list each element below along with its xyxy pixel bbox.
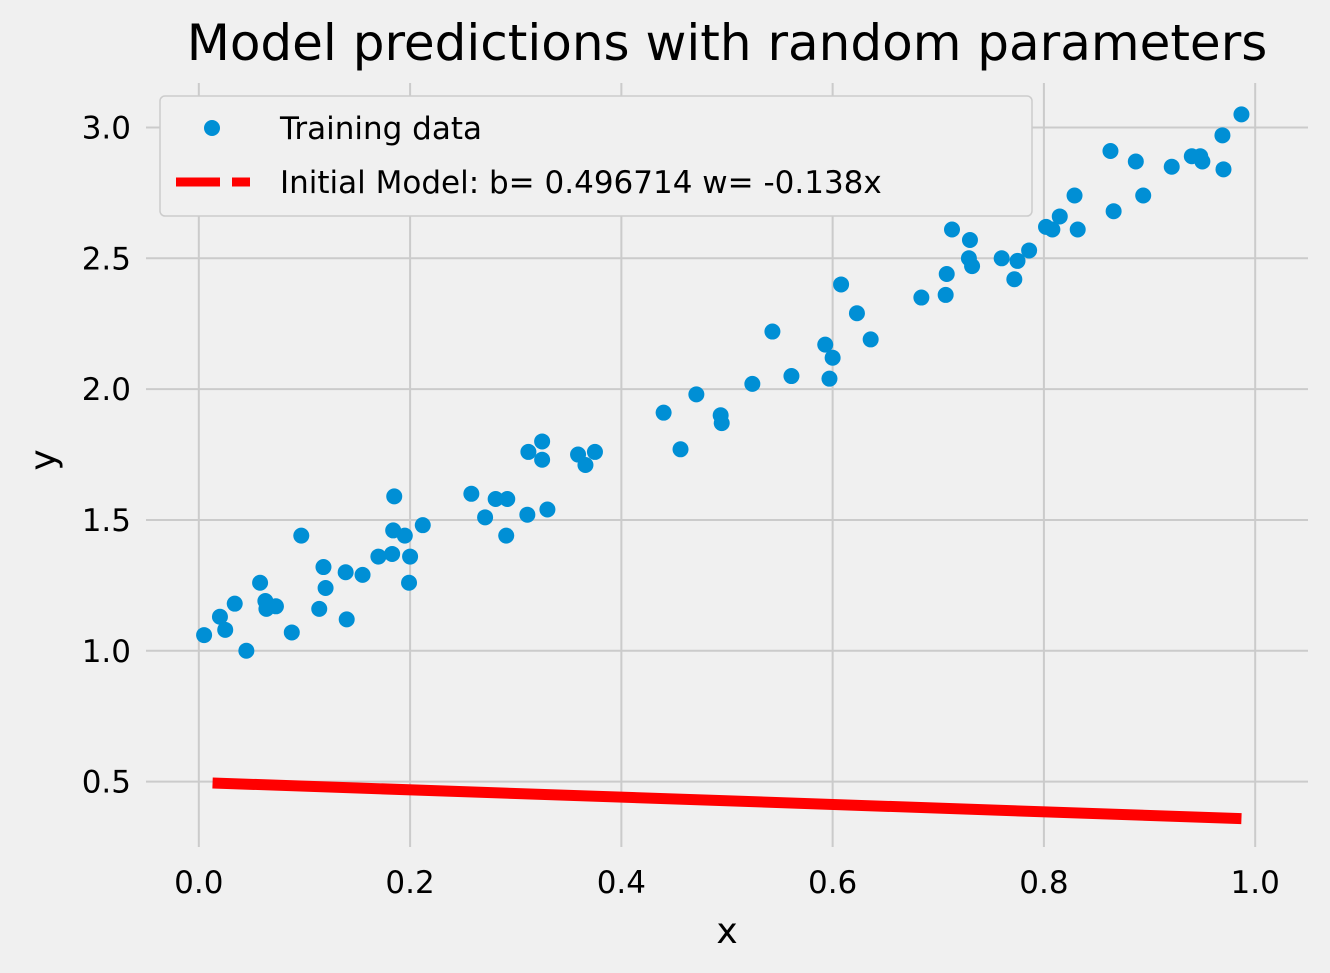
legend-marker-training-data [204,120,220,136]
y-axis-label: y [23,449,64,470]
data-point [688,386,705,403]
legend-label-training-data: Training data [279,111,482,147]
data-point [1163,158,1180,175]
x-tick-label: 0.2 [385,865,434,901]
data-point [672,441,689,458]
data-point [519,506,536,523]
legend-box [159,95,1033,217]
y-tick-labels: 0.5 1.0 1.5 2.0 2.5 3.0 [82,110,131,800]
data-point [315,559,332,576]
y-tick-label: 1.5 [82,503,131,539]
data-point [586,443,603,460]
data-point [293,527,310,544]
chart-title: Model predictions with random parameters [187,14,1268,72]
x-tick-label: 0.4 [597,865,646,901]
x-tick-labels: 0.0 0.2 0.4 0.6 0.8 1.0 [174,865,1280,901]
data-point [937,286,954,303]
data-point [821,370,838,387]
data-point [402,548,419,565]
data-point [938,266,955,282]
scatter-points [196,106,1250,659]
data-point [1135,187,1152,204]
data-point [1069,221,1086,238]
data-point [311,600,328,617]
y-tick-label: 1.0 [82,634,131,670]
data-point [498,527,515,544]
x-axis-label: x [716,911,737,952]
data-point [414,517,431,534]
data-point [1044,221,1061,238]
data-point [1194,153,1211,170]
data-point [354,566,371,583]
data-point [1105,203,1122,220]
data-point [1127,153,1144,170]
data-point [226,595,243,612]
data-point [944,221,961,238]
data-point [337,564,354,581]
data-point [396,527,413,544]
data-point [384,545,401,562]
x-tick-label: 0.0 [174,865,223,901]
data-point [539,501,556,518]
model-line-layer [212,777,1242,825]
data-point [401,574,418,591]
data-point [577,457,594,473]
data-point [252,574,269,591]
data-point [196,627,213,644]
x-tick-label: 0.8 [1019,865,1068,901]
data-point [764,323,781,340]
data-point [862,331,879,348]
data-point [338,611,355,628]
legend-label-initial-model: Initial Model: b= 0.496714 w= -0.138x [280,165,882,201]
data-point [783,368,800,385]
y-tick-label: 2.0 [82,372,131,408]
x-tick-label: 0.6 [808,865,857,901]
y-tick-label: 3.0 [82,110,131,146]
data-point [267,598,284,615]
data-point [217,621,234,638]
data-point [238,642,255,659]
data-point [744,375,761,392]
data-point [1006,271,1023,288]
x-tick-label: 1.0 [1231,865,1280,901]
data-point [1215,161,1232,178]
data-point [317,579,334,596]
data-point [534,451,551,468]
data-point [848,305,865,322]
data-point [824,349,841,366]
data-point [1214,127,1231,144]
data-point [833,276,850,293]
y-tick-label: 0.5 [82,765,131,801]
data-point [961,231,978,248]
data-point [534,433,551,450]
data-point [211,608,228,625]
data-point [477,509,494,526]
data-point [463,485,480,502]
data-point [370,548,387,565]
data-point [1051,208,1068,225]
data-point [386,488,403,505]
data-point [1233,106,1250,123]
y-tick-label: 2.5 [82,241,131,277]
data-point [913,289,930,306]
legend: Training data Initial Model: b= 0.496714… [159,95,1033,217]
data-point [487,491,504,508]
model-line [212,777,1242,825]
data-point [1021,242,1038,259]
data-point [713,415,730,432]
data-point [283,624,300,641]
data-point [1009,252,1026,269]
data-point [1102,143,1119,160]
data-point [520,443,537,460]
data-point [499,491,516,508]
data-point [817,336,834,353]
data-point [964,258,981,275]
data-point [993,250,1010,267]
data-point [655,404,672,421]
data-point [1066,187,1083,204]
